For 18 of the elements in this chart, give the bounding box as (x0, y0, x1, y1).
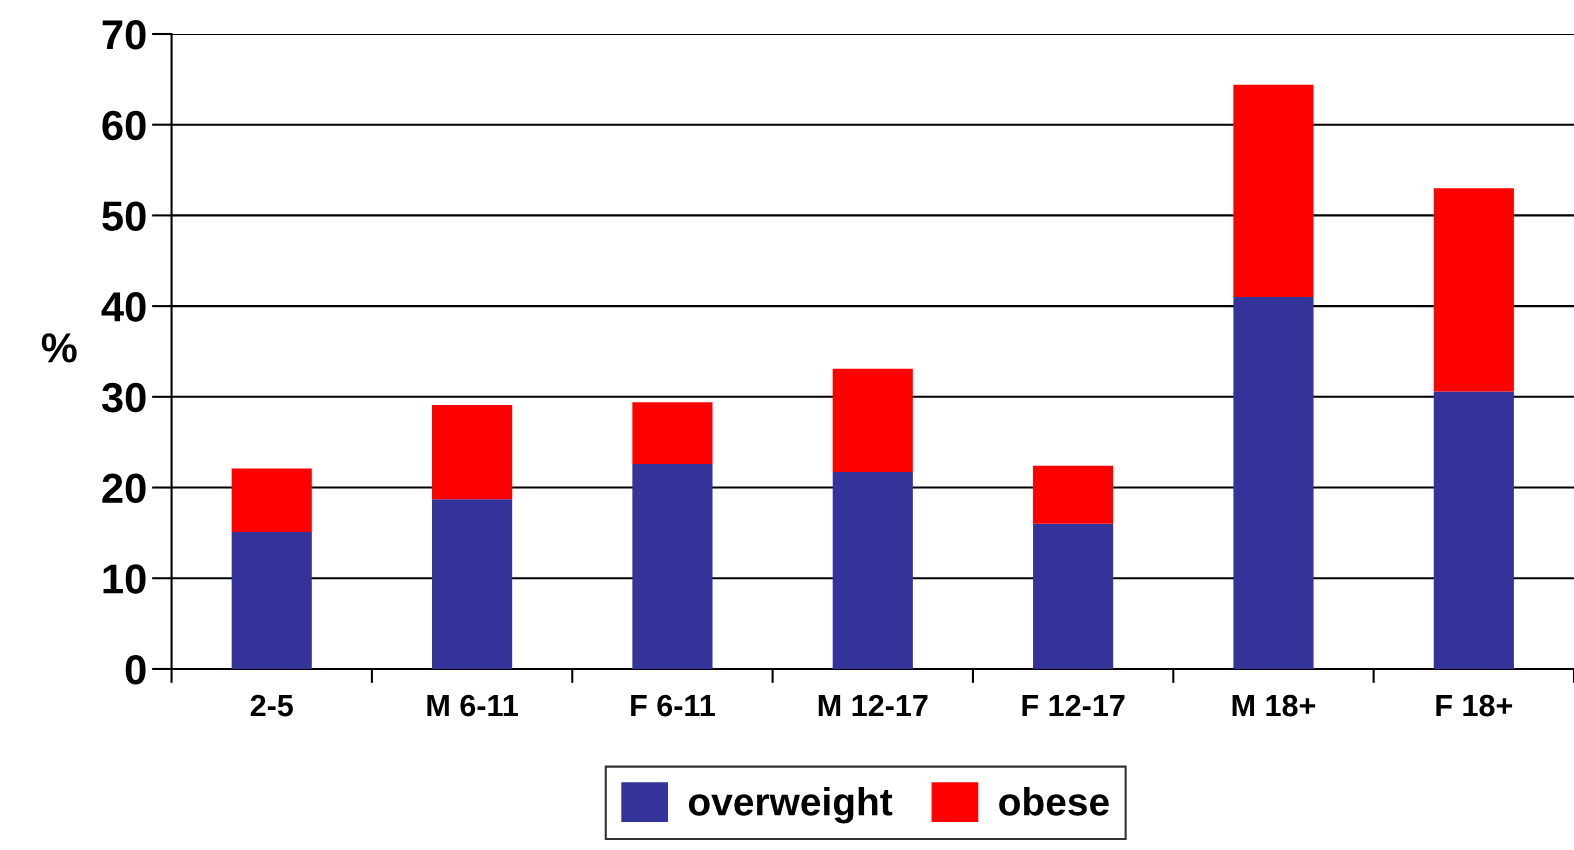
y-axis-title: % (41, 333, 77, 363)
y-tick-label: 20 (102, 473, 146, 504)
x-tick-label: F 12-17 (1022, 694, 1125, 717)
x-tick-label: F 18+ (1436, 694, 1513, 717)
y-tick-label: 30 (101, 382, 146, 413)
y-tick-label: 0 (125, 654, 146, 685)
y-tick-label: 40 (101, 292, 146, 322)
y-tick-label: 70 (102, 20, 146, 50)
x-tick-label: F 6-11 (631, 694, 715, 717)
y-tick-label: 60 (102, 110, 146, 141)
legend-label: obese (999, 787, 1109, 816)
y-tick-label: 50 (102, 201, 146, 231)
x-tick-label: M 18+ (1232, 694, 1316, 717)
legend-label: overweight (688, 787, 893, 824)
x-tick-label: M 6-11 (427, 694, 518, 717)
x-tick-label: 2-5 (250, 694, 293, 717)
x-tick-label: M 12-17 (818, 694, 928, 717)
y-tick-label: 10 (103, 564, 146, 594)
